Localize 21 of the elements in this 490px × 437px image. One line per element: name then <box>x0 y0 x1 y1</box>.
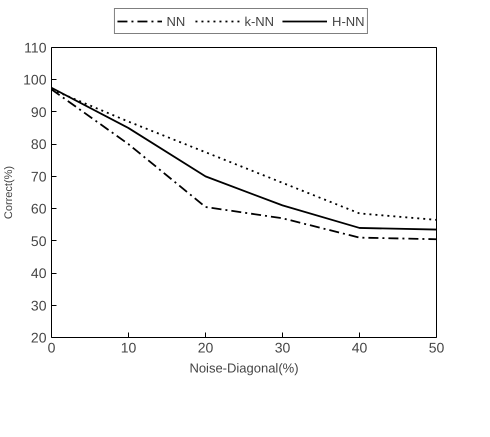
y-tick-label: 40 <box>30 265 47 282</box>
y-tick-label: 110 <box>24 40 47 56</box>
y-axis-title: Correct(%) <box>3 166 16 220</box>
x-tick-label: 10 <box>120 340 136 356</box>
x-tick-label: 20 <box>198 340 214 356</box>
y-tick-label: 30 <box>30 297 47 314</box>
y-tick-label: 100 <box>23 72 47 88</box>
x-tick-label: 50 <box>428 340 444 356</box>
y-tick-label: 20 <box>30 330 47 346</box>
y-tick-label: 80 <box>30 136 47 152</box>
x-tick-label: 40 <box>352 340 368 356</box>
y-tick-label: 90 <box>30 104 47 120</box>
legend-label: k-NN <box>244 14 274 28</box>
y-tick-label: 70 <box>30 168 47 184</box>
legend-label: NN <box>166 14 186 28</box>
x-axis-title: Noise-Diagonal(%) <box>189 360 299 376</box>
x-tick-label: 30 <box>274 340 290 356</box>
legend-label: H-NN <box>332 14 365 28</box>
y-tick-label: 60 <box>30 200 47 217</box>
x-tick-label: 0 <box>48 340 56 356</box>
y-tick-label: 50 <box>30 232 47 249</box>
